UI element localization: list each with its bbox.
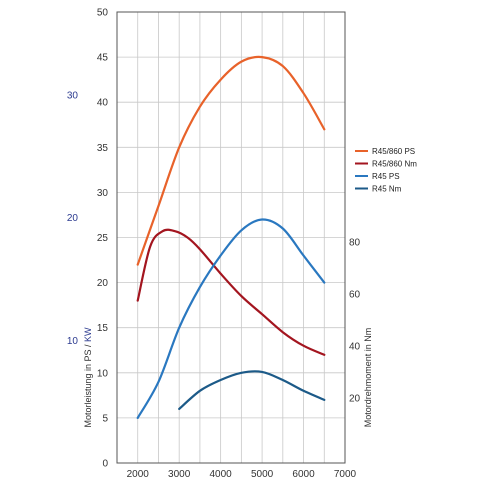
y-left-tick-label: 10 xyxy=(97,368,109,379)
x-tick-label: 7000 xyxy=(334,469,357,480)
series-layer xyxy=(136,55,326,419)
legend-label: R45 Nm xyxy=(372,185,402,194)
y-right-tick-label: 60 xyxy=(349,290,361,301)
y-left-tick-label: 40 xyxy=(97,98,109,109)
x-tick-label: 3000 xyxy=(168,469,191,480)
series-line-3 xyxy=(178,370,326,410)
y-left-tick-label: 30 xyxy=(97,188,109,199)
y-left-tick-label: 35 xyxy=(97,143,109,154)
x-tick-label: 4000 xyxy=(210,469,233,480)
y-right-tick-label: 40 xyxy=(349,342,361,353)
y-left-tick-label: 25 xyxy=(97,233,109,244)
y-axis-left-title-kw: KW xyxy=(83,327,93,342)
x-tick-label: 5000 xyxy=(251,469,274,480)
y-left-tick-label: 50 xyxy=(97,8,109,19)
legend-label: R45/860 PS xyxy=(372,147,415,156)
x-tick-label: 2000 xyxy=(127,469,150,480)
y-axis-right-title: Motordrehmoment in Nm xyxy=(363,328,373,428)
x-tick-label: 6000 xyxy=(292,469,315,480)
y-kw-tick-label: 30 xyxy=(67,90,79,101)
y-axis-kw: 10 20 30 xyxy=(67,90,79,346)
plot-frame xyxy=(116,11,346,464)
legend: R45/860 PS R45/860 Nm R45 PS R45 Nm xyxy=(355,147,417,194)
y-axis-right: 20 40 60 80 xyxy=(349,238,361,405)
y-right-tick-label: 80 xyxy=(349,238,361,249)
y-left-tick-label: 5 xyxy=(102,413,108,424)
series-line-1 xyxy=(136,228,326,356)
y-axis-left: 0 5 10 15 20 25 30 35 40 45 50 xyxy=(97,8,109,470)
y-left-tick-label: 45 xyxy=(97,53,109,64)
y-left-tick-label: 0 xyxy=(102,459,108,470)
y-right-tick-label: 20 xyxy=(349,394,361,405)
y-left-tick-label: 20 xyxy=(97,278,109,289)
y-kw-tick-label: 20 xyxy=(67,213,79,224)
x-axis: 2000 3000 4000 5000 6000 7000 xyxy=(127,469,357,480)
y-kw-tick-label: 10 xyxy=(67,336,79,347)
y-left-tick-label: 15 xyxy=(97,323,109,334)
y-axis-left-title: Motorleistung in PS / KW xyxy=(83,327,93,428)
series-line-0 xyxy=(136,55,326,266)
series-line-2 xyxy=(136,218,326,419)
legend-label: R45/860 Nm xyxy=(372,160,417,169)
y-axis-left-title-prefix: Motorleistung in PS / xyxy=(83,342,93,428)
legend-label: R45 PS xyxy=(372,172,400,181)
